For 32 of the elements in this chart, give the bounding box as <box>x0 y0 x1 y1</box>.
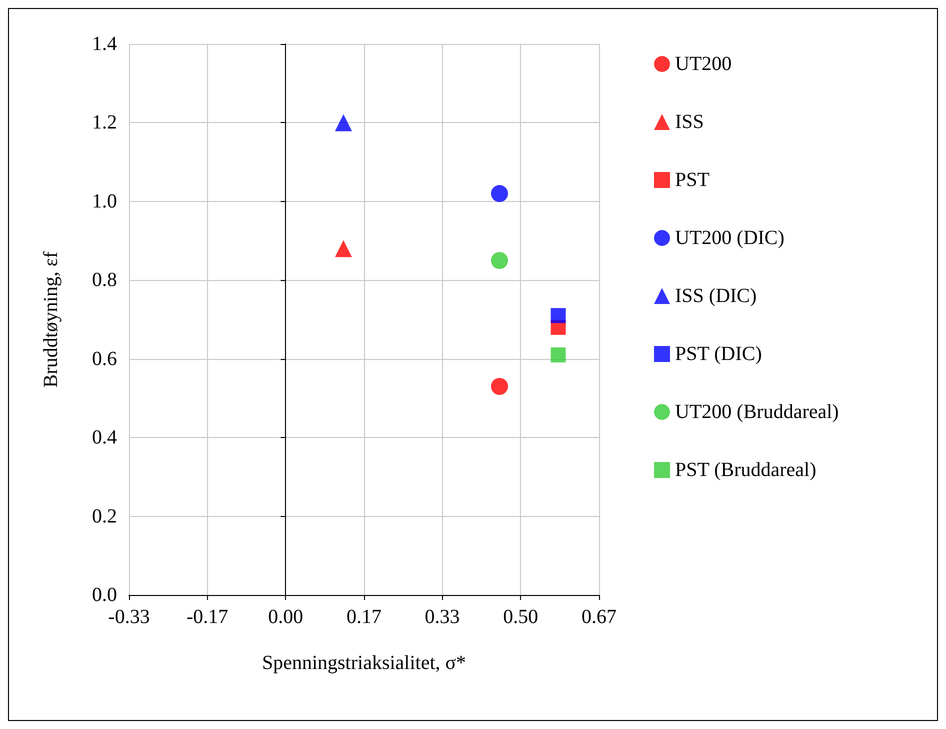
x-tick-label: 0.33 <box>424 606 460 628</box>
x-tick-label: -0.33 <box>108 606 150 628</box>
y-axis-title: Bruddtøyning, εf <box>40 251 62 388</box>
legend-label: ISS <box>675 111 704 133</box>
y-tick-label: 1.2 <box>92 112 117 134</box>
y-tick-label: 1.0 <box>92 190 117 212</box>
y-tick-label: 0.0 <box>92 584 117 606</box>
point <box>491 252 508 269</box>
x-tick-label: 0.00 <box>268 606 304 628</box>
legend-label: PST (DIC) <box>675 343 762 365</box>
y-tick-label: 1.4 <box>92 33 117 55</box>
point <box>550 308 566 324</box>
legend-label: PST (Bruddareal) <box>675 459 816 481</box>
legend-label: UT200 (DIC) <box>675 227 784 249</box>
legend-label: PST <box>675 169 710 191</box>
x-tick-label: -0.17 <box>186 606 228 628</box>
point <box>491 378 508 395</box>
y-tick-label: 0.8 <box>92 269 117 292</box>
point <box>491 185 508 202</box>
x-axis-title: Spenningstriaksialitet, σ* <box>262 652 466 674</box>
y-tick-label: 0.6 <box>92 348 117 370</box>
legend-label: ISS (DIC) <box>675 285 757 307</box>
point <box>550 347 566 362</box>
y-tick-label: 0.4 <box>92 426 117 449</box>
y-tick-label: 0.2 <box>92 505 117 528</box>
legend-label: UT200 <box>675 53 732 75</box>
point <box>334 240 352 258</box>
point <box>334 114 352 132</box>
legend-label: UT200 (Bruddareal) <box>675 401 839 423</box>
x-tick-label: 0.17 <box>346 606 382 628</box>
x-tick-label: 0.50 <box>503 606 538 628</box>
x-tick-label: 0.67 <box>582 606 616 628</box>
